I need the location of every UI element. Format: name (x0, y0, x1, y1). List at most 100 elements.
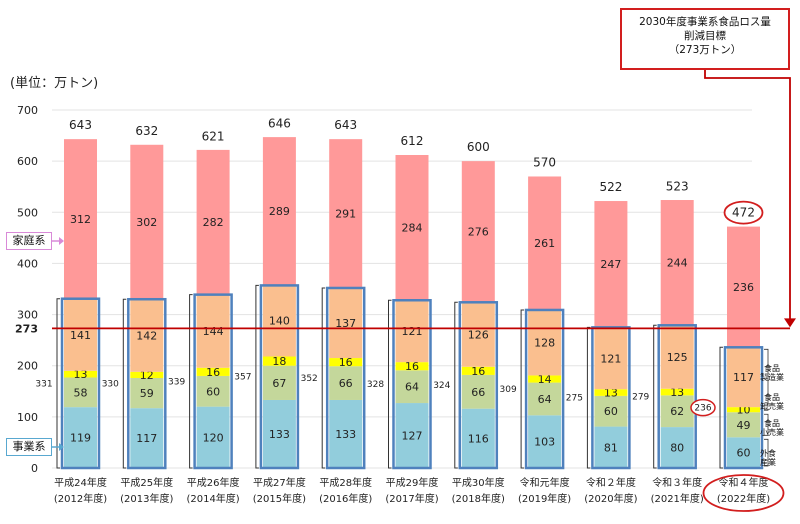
bar-4-series-4 (329, 139, 363, 288)
bar-8-series-4 (594, 201, 628, 328)
bar-3-series-4 (262, 137, 296, 285)
segment-label-restaurant: 外食 産業 (760, 449, 776, 467)
segment-label-retail-line2: 小売業 (760, 428, 784, 437)
business-outline-0 (60, 297, 101, 470)
total-label-3: 646 (268, 117, 291, 131)
value-label-5-series-3: 121 (402, 325, 423, 338)
bar-0-series-0 (64, 407, 97, 468)
business-outline-4 (325, 286, 366, 470)
bar-2-series-1 (196, 375, 230, 407)
segment-label-manufacturing: 食品 製造業 (760, 364, 784, 382)
bar-3-series-1 (262, 365, 296, 400)
segment-label-manufacturing-line2: 製造業 (760, 373, 784, 382)
value-label-1-series-0: 117 (136, 432, 157, 445)
total-label-7: 570 (533, 155, 556, 169)
business-total-label-10: 236 (694, 404, 711, 414)
y-tick-label-500: 500 (17, 206, 38, 219)
business-outline-2 (193, 293, 233, 470)
value-label-7-series-2: 14 (538, 373, 552, 386)
bar-9-series-0 (660, 427, 694, 468)
business-total-label-0: 331 (35, 379, 52, 389)
total-label-0: 643 (69, 118, 92, 132)
business-outline-7 (524, 308, 565, 470)
value-label-7-series-4: 261 (534, 237, 555, 250)
bar-8-series-0 (594, 426, 628, 468)
bar-5-series-3 (395, 300, 429, 363)
value-label-0-series-0: 119 (70, 432, 91, 445)
value-label-0-series-1: 58 (74, 386, 88, 399)
value-label-0-series-2: 13 (74, 368, 88, 381)
legend-household-arrow-head (59, 237, 64, 245)
y-tick-label-400: 400 (17, 257, 38, 270)
target-callout-box: 2030年度事業系食品ロス量 削減目標 （273万トン） (620, 8, 790, 70)
business-outline-9 (657, 324, 697, 470)
x-tick-label-2: 平成26年度 (187, 476, 240, 489)
bar-3-series-0 (262, 399, 296, 468)
bar-4-series-2 (329, 358, 363, 367)
bar-1-series-1 (130, 377, 164, 409)
bar-6-series-0 (461, 408, 495, 468)
value-label-3-series-1: 67 (272, 377, 286, 390)
value-label-8-series-2: 13 (604, 387, 618, 400)
segment-label-restaurant-line2: 産業 (760, 458, 776, 467)
segment-bracket-2 (764, 408, 769, 411)
value-label-8-series-3: 121 (600, 352, 621, 365)
total-label-2: 621 (202, 129, 225, 143)
bar-3-series-2 (262, 356, 296, 366)
bar-6-series-1 (461, 374, 495, 409)
segment-label-retail: 食品 小売業 (760, 419, 784, 437)
business-outline-8 (591, 326, 631, 470)
value-label-2-series-3: 144 (203, 325, 224, 338)
value-label-1-series-3: 142 (136, 330, 157, 343)
y-tick-label-100: 100 (17, 411, 38, 424)
x-tick-label-4: 平成28年度 (319, 476, 372, 489)
bar-2-series-3 (196, 294, 230, 368)
bar-10-series-4 (727, 226, 760, 348)
business-bracket-7 (520, 309, 525, 469)
value-label-6-series-1: 66 (471, 386, 485, 399)
value-label-5-series-1: 64 (405, 381, 419, 394)
segment-bracket-0 (764, 438, 769, 467)
bar-7-series-0 (528, 415, 562, 468)
bar-1-series-4 (130, 144, 164, 300)
x-tick-label-9: 令和３年度 (652, 476, 702, 489)
bar-6-series-3 (461, 302, 495, 367)
value-label-3-series-2: 18 (272, 355, 286, 368)
value-label-5-series-0: 127 (402, 430, 423, 443)
bar-7-series-2 (528, 375, 562, 383)
bar-5-series-2 (395, 362, 429, 371)
value-label-5-series-2: 16 (405, 360, 419, 373)
bar-4-series-0 (329, 399, 363, 468)
total-label-9: 523 (666, 180, 689, 194)
bar-9-series-2 (660, 388, 694, 396)
business-total-label-1: 330 (102, 380, 119, 390)
bar-9-series-1 (660, 395, 694, 428)
legend-household: 家庭系 (6, 232, 52, 250)
target-value-label: 273 (15, 322, 38, 335)
business-bracket-4 (321, 287, 326, 469)
segment-label-wholesale: 食品 卸売業 (760, 393, 784, 411)
bar-7-series-4 (528, 176, 562, 310)
value-label-9-series-3: 125 (667, 351, 688, 364)
y-tick-label-600: 600 (17, 155, 38, 168)
value-label-10-series-0: 60 (737, 447, 751, 460)
bar-2-series-2 (196, 367, 230, 376)
bar-1-series-3 (130, 299, 164, 372)
value-label-6-series-3: 126 (468, 329, 489, 342)
y-tick-label-300: 300 (17, 309, 38, 322)
x-tick-year-2: (2014年度) (186, 492, 239, 505)
value-label-6-series-0: 116 (468, 432, 489, 445)
business-outline-6 (458, 301, 499, 470)
business-bracket-6 (454, 301, 458, 469)
business-bracket-1 (122, 298, 127, 469)
bar-2-series-4 (196, 149, 230, 295)
value-label-0-series-4: 312 (70, 213, 91, 226)
value-label-1-series-2: 12 (140, 369, 154, 382)
business-total-label-3: 357 (234, 373, 251, 383)
x-tick-year-0: (2012年度) (54, 492, 107, 505)
bar-7-series-1 (528, 382, 562, 416)
x-tick-year-5: (2017年度) (385, 492, 438, 505)
value-label-2-series-4: 282 (203, 216, 224, 229)
value-label-4-series-4: 291 (335, 208, 356, 221)
